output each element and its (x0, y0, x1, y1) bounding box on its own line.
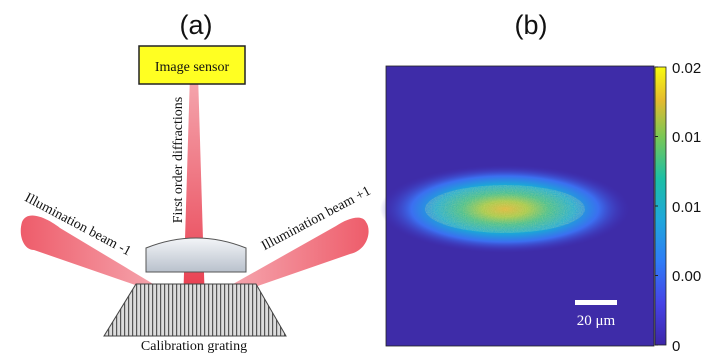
scale-bar-label: 20 μm (577, 313, 616, 329)
colorbar-tick-label: 0.015 (672, 129, 702, 146)
speckle-texture (425, 185, 585, 233)
colorbar-tick-label: 0.01 (672, 199, 701, 216)
scale-bar (575, 300, 617, 305)
panel-b-label: (b) (515, 10, 548, 40)
illumination-beam-minus (20, 215, 197, 306)
image-sensor (138, 45, 246, 85)
grating-label: Calibration grating (141, 339, 247, 354)
panel-b: (b) 20 μm 0.02 0.015 0.01 0.005 0 (380, 10, 702, 354)
calibration-grating (103, 283, 287, 337)
colorbar-tick-label: 0 (672, 338, 680, 354)
colorbar-tick-label: 0.02 (672, 60, 701, 77)
panel-a-label: (a) (180, 10, 213, 40)
objective-lens (145, 237, 247, 273)
image-sensor-label: Image sensor (155, 60, 230, 75)
colorbar-tick-label: 0.005 (672, 268, 702, 285)
colorbar-ticks (655, 66, 658, 346)
panel-a: (a) Image sensor First order diffraction… (20, 10, 373, 354)
first-order-label: First order diffractions (171, 97, 186, 224)
